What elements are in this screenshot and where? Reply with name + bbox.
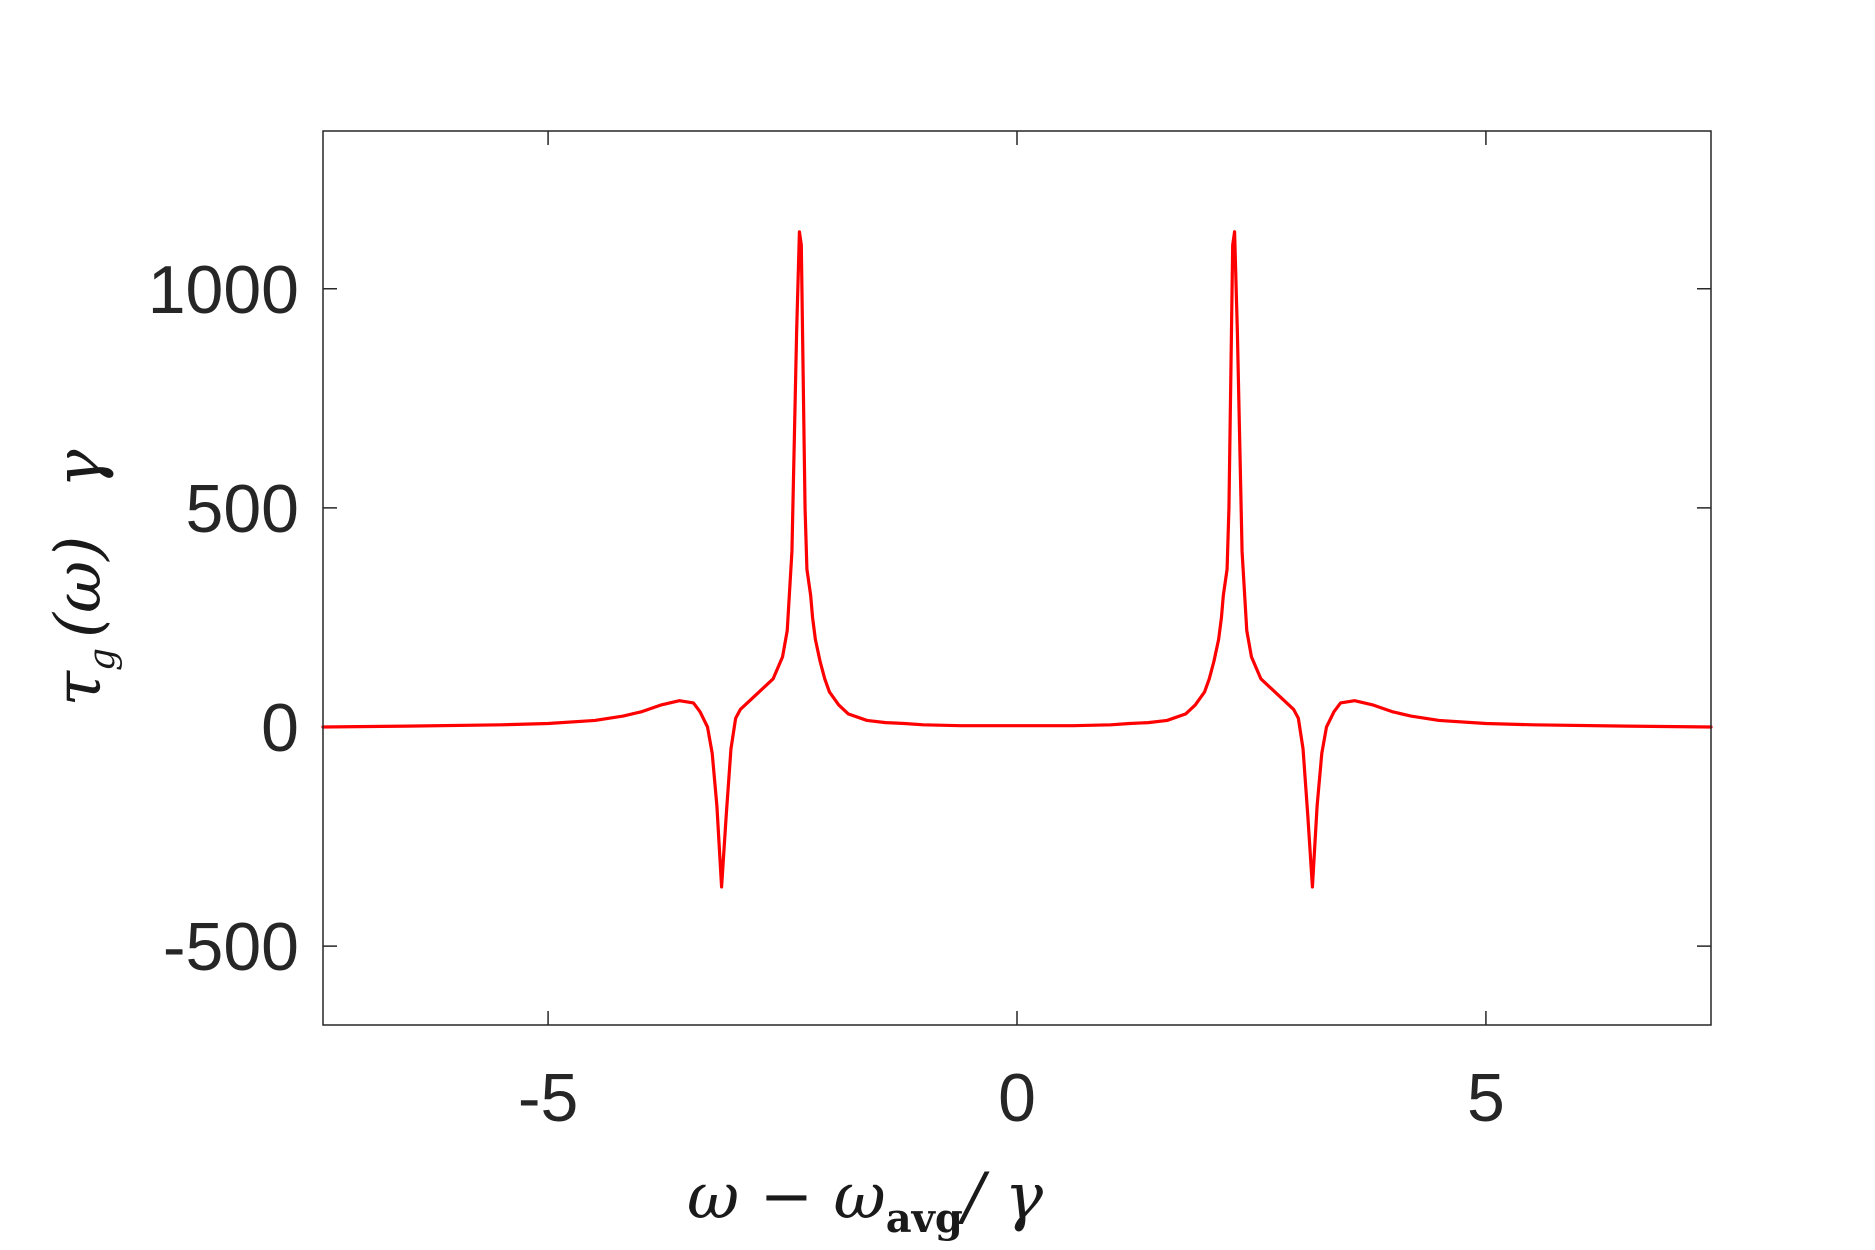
plot-frame: [322, 130, 1712, 1026]
x-axis-label: ω − ωavg/ γ: [687, 1160, 1044, 1242]
y-tick-label: 1000: [148, 252, 299, 328]
y-tick-label: 500: [186, 471, 299, 547]
x-ticks: -5 0 5: [518, 131, 1505, 1136]
y-ticks: -500 0 500 1000: [148, 252, 1711, 985]
y-axis-label: τg (ω) γ: [42, 449, 123, 707]
x-axis-label-tail: / γ: [957, 1160, 1044, 1234]
y-axis-label-mid: (ω): [42, 536, 116, 638]
series-line: [321, 230, 1713, 889]
plot-area: [323, 131, 1711, 1025]
y-tick-label: -500: [163, 909, 299, 985]
y-axis-label-subscript: g: [82, 648, 123, 671]
x-tick-label: 5: [1467, 1060, 1505, 1136]
x-tick-label: 0: [998, 1060, 1036, 1136]
x-axis-label-main: ω − ω: [687, 1160, 886, 1234]
x-axis-label-subscript: avg: [886, 1195, 963, 1242]
y-axis-label-main: τ: [42, 669, 116, 706]
x-tick-label: -5: [518, 1060, 578, 1136]
series-group: [321, 230, 1713, 889]
y-tick-label: 0: [261, 690, 299, 766]
y-axis-label-tail: γ: [42, 449, 116, 488]
